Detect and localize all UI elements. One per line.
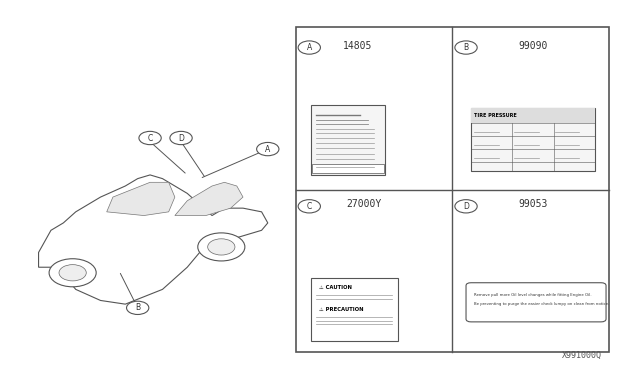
Bar <box>311 278 398 341</box>
Circle shape <box>208 239 235 255</box>
Text: 99090: 99090 <box>518 41 548 51</box>
Text: C: C <box>307 202 312 211</box>
Text: 14805: 14805 <box>343 41 372 51</box>
Bar <box>471 109 595 171</box>
Bar <box>312 164 384 173</box>
Circle shape <box>455 200 477 213</box>
Circle shape <box>139 131 161 145</box>
Polygon shape <box>107 182 175 215</box>
Text: 99053: 99053 <box>518 199 548 209</box>
Text: D: D <box>463 202 469 211</box>
Polygon shape <box>175 182 243 215</box>
Text: ⚠ CAUTION: ⚠ CAUTION <box>319 285 351 290</box>
Bar <box>471 109 595 123</box>
Text: ⚠ PRECAUTION: ⚠ PRECAUTION <box>319 307 364 312</box>
Text: C: C <box>147 134 153 142</box>
Text: B: B <box>463 43 468 52</box>
Circle shape <box>170 131 192 145</box>
Polygon shape <box>38 175 268 304</box>
Text: 27000Y: 27000Y <box>346 199 381 209</box>
Circle shape <box>59 264 86 281</box>
Circle shape <box>198 233 245 261</box>
Circle shape <box>127 301 149 314</box>
Text: X991000Q: X991000Q <box>563 350 602 359</box>
Circle shape <box>298 41 321 54</box>
Circle shape <box>298 200 321 213</box>
Circle shape <box>455 41 477 54</box>
Text: B: B <box>135 303 140 312</box>
Text: A: A <box>307 43 312 52</box>
Bar <box>296 27 609 352</box>
FancyBboxPatch shape <box>466 283 606 322</box>
Text: TIRE PRESSURE: TIRE PRESSURE <box>474 113 517 118</box>
Circle shape <box>257 142 279 156</box>
Text: D: D <box>178 134 184 142</box>
Text: Be preventing to purge the easier check lumpy on clean from notice.: Be preventing to purge the easier check … <box>474 302 609 306</box>
Text: A: A <box>265 145 271 154</box>
Circle shape <box>49 259 96 287</box>
Text: Remove pull more Oil level changes while fitting Engine Oil.: Remove pull more Oil level changes while… <box>474 293 592 297</box>
Bar <box>311 105 385 175</box>
